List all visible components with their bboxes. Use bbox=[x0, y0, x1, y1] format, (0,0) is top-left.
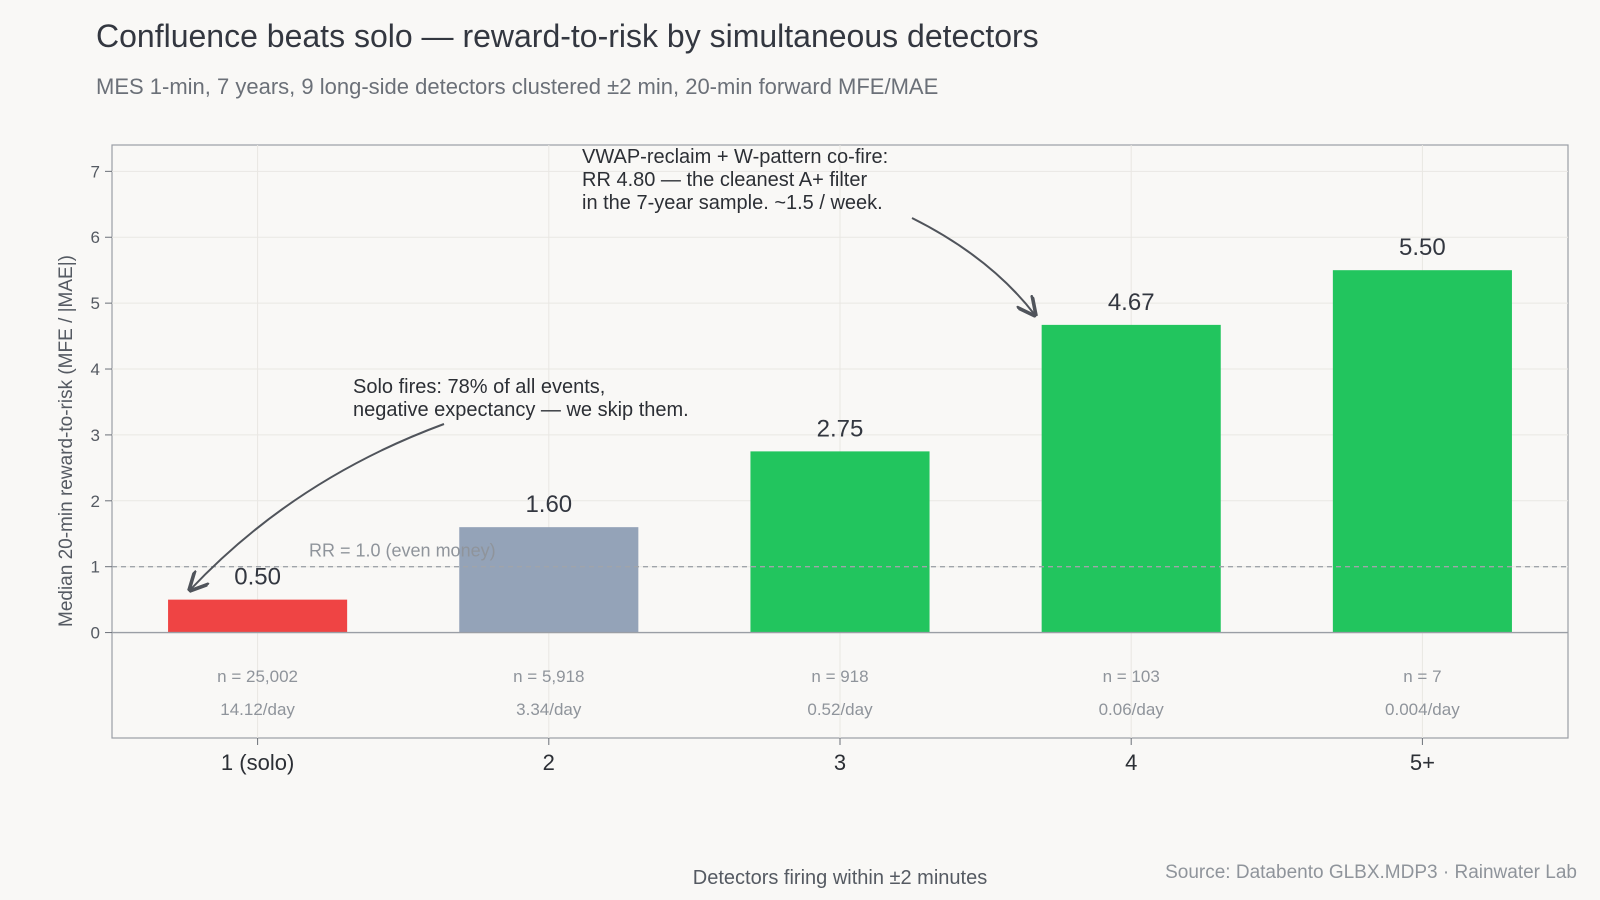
reference-line-label: RR = 1.0 (even money) bbox=[309, 541, 496, 561]
chart-subtitle: MES 1-min, 7 years, 9 long-side detector… bbox=[96, 74, 938, 99]
annotation-four-line-1: VWAP-reclaim + W-pattern co-fire: bbox=[582, 146, 888, 168]
y-tick-label: 3 bbox=[91, 426, 100, 445]
bar-3 bbox=[750, 451, 930, 633]
x-axis-ticks: 1 (solo) 2 3 4 5+ bbox=[221, 738, 1435, 775]
count-label-3: n = 918 bbox=[811, 667, 868, 686]
bar-2 bbox=[459, 527, 639, 633]
annotation-solo-line-2: negative expectancy — we skip them. bbox=[353, 399, 689, 421]
value-label-5: 5.50 bbox=[1399, 234, 1446, 261]
annotation-solo: Solo fires: 78% of all events, negative … bbox=[190, 376, 689, 590]
x-tick-label-5: 5+ bbox=[1410, 750, 1435, 775]
bar-1 bbox=[168, 599, 348, 633]
annotation-four: VWAP-reclaim + W-pattern co-fire: RR 4.8… bbox=[582, 146, 1035, 315]
rate-label-5: 0.004/day bbox=[1385, 700, 1460, 719]
annotation-four-line-2: RR 4.80 — the cleanest A+ filter bbox=[582, 169, 867, 191]
annotation-solo-text: Solo fires: 78% of all events, negative … bbox=[353, 376, 689, 421]
y-tick-label: 2 bbox=[91, 492, 100, 511]
value-labels: 0.50 1.60 2.75 4.67 5.50 bbox=[234, 234, 1446, 590]
y-tick-label: 5 bbox=[91, 294, 100, 313]
chart-title: Confluence beats solo — reward-to-risk b… bbox=[96, 18, 1039, 54]
annotation-four-line-3: in the 7-year sample. ~1.5 / week. bbox=[582, 192, 883, 214]
rate-label-1: 14.12/day bbox=[220, 700, 295, 719]
rate-label-4: 0.06/day bbox=[1099, 700, 1165, 719]
bar-5 bbox=[1332, 270, 1512, 633]
value-label-4: 4.67 bbox=[1108, 289, 1155, 316]
value-label-1: 0.50 bbox=[234, 564, 281, 591]
y-tick-label: 0 bbox=[91, 624, 100, 643]
x-axis-label: Detectors firing within ±2 minutes bbox=[693, 867, 987, 889]
plot-area: RR = 1.0 (even money) 0 1 2 3 4 5 6 7 1 (solo) 2… bbox=[91, 144, 1569, 775]
count-label-1: n = 25,002 bbox=[217, 667, 298, 686]
rate-label-2: 3.34/day bbox=[516, 700, 582, 719]
count-label-2: n = 5,918 bbox=[513, 667, 584, 686]
source-note: Source: Databento GLBX.MDP3 · Rainwater … bbox=[1165, 862, 1577, 883]
count-labels: n = 25,002 14.12/day n = 5,918 3.34/day n = … bbox=[217, 667, 1460, 719]
y-axis-label: Median 20-min reward-to-risk (MFE / |MAE… bbox=[56, 255, 77, 627]
bar-4 bbox=[1041, 324, 1221, 633]
value-label-2: 1.60 bbox=[525, 491, 572, 518]
x-tick-label-2: 2 bbox=[543, 750, 555, 775]
count-label-4: n = 103 bbox=[1103, 667, 1160, 686]
annotation-solo-line-1: Solo fires: 78% of all events, bbox=[353, 376, 605, 398]
y-tick-label: 4 bbox=[91, 360, 100, 379]
y-tick-label: 6 bbox=[91, 228, 100, 247]
annotation-four-text: VWAP-reclaim + W-pattern co-fire: RR 4.8… bbox=[582, 146, 894, 214]
x-tick-label-1: 1 (solo) bbox=[221, 750, 294, 775]
x-tick-label-3: 3 bbox=[834, 750, 846, 775]
y-axis-ticks: 0 1 2 3 4 5 6 7 bbox=[91, 162, 112, 643]
value-label-3: 2.75 bbox=[817, 415, 864, 442]
y-tick-label: 1 bbox=[91, 558, 100, 577]
annotation-four-arrow bbox=[911, 217, 1035, 315]
x-tick-label-4: 4 bbox=[1125, 750, 1137, 775]
bars bbox=[168, 270, 1512, 633]
rate-label-3: 0.52/day bbox=[807, 700, 873, 719]
y-tick-label: 7 bbox=[91, 162, 100, 181]
count-label-5: n = 7 bbox=[1403, 667, 1441, 686]
annotation-solo-arrow bbox=[190, 423, 445, 590]
